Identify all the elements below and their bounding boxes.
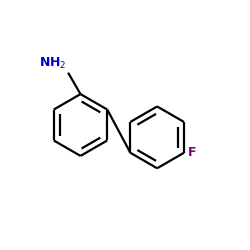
Text: NH$_2$: NH$_2$ [39,56,66,72]
Text: F: F [188,146,197,159]
